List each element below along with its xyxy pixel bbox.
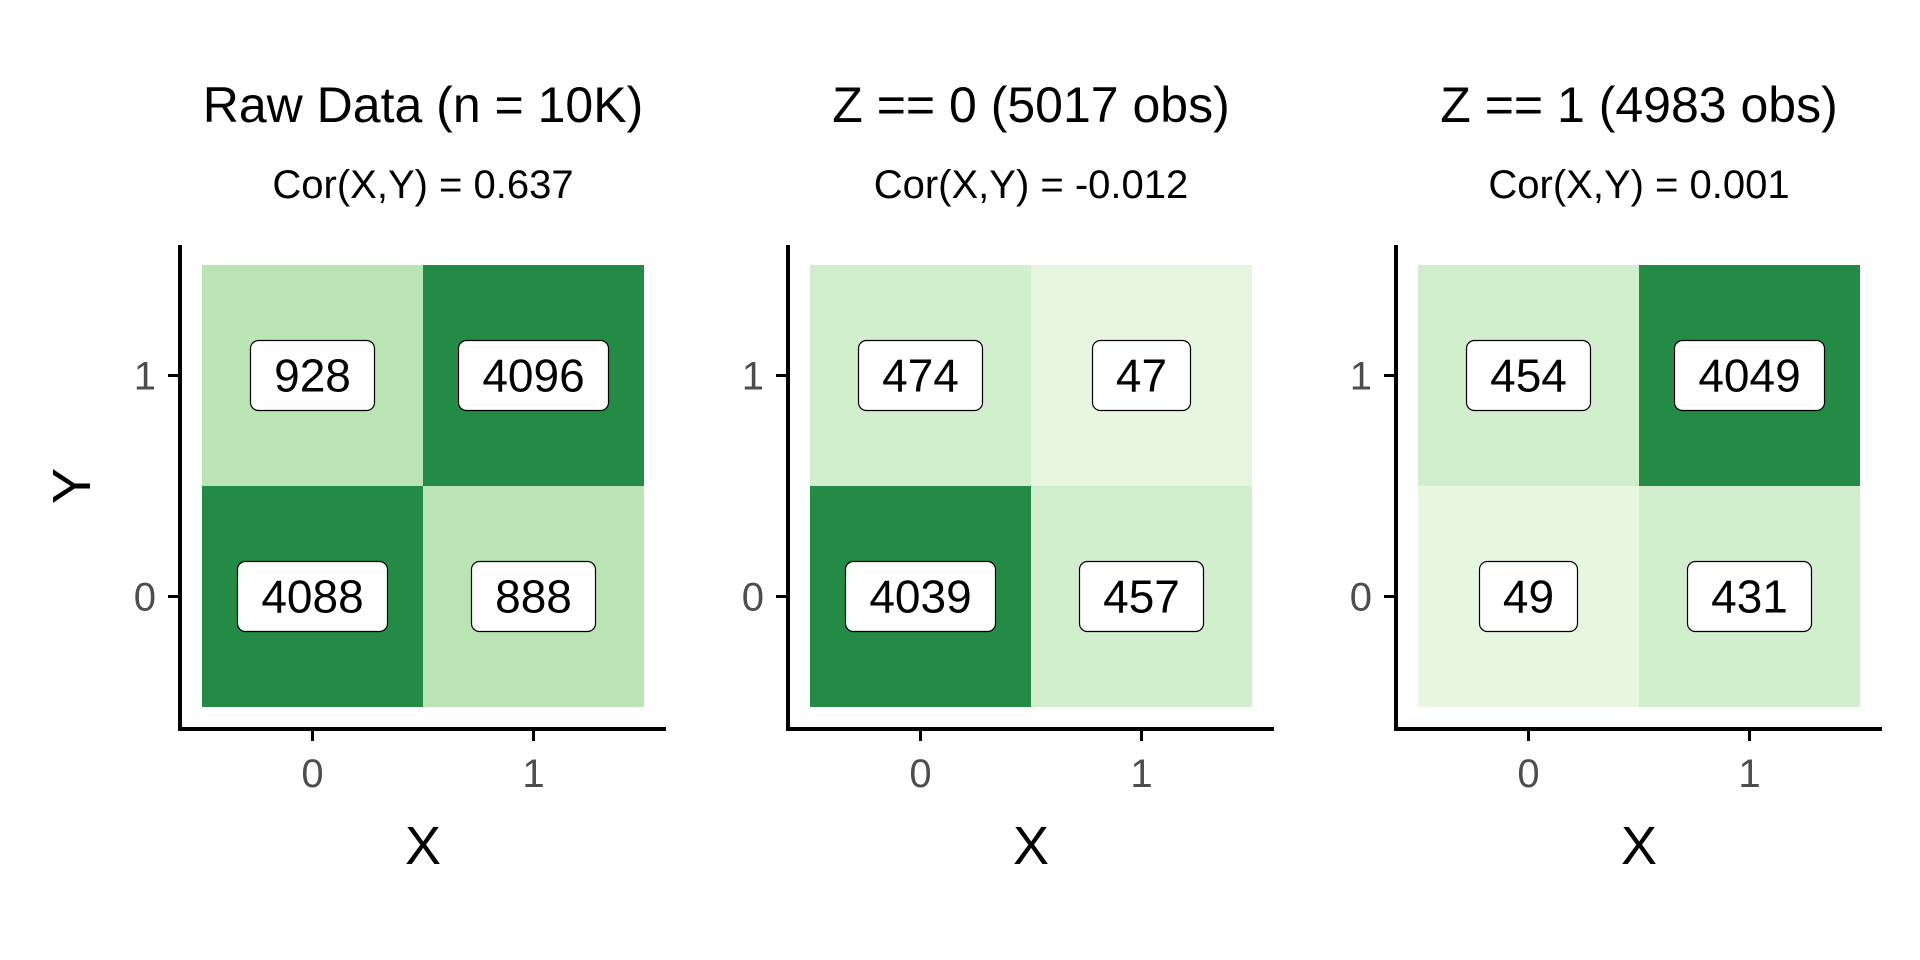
x-axis-title: X bbox=[405, 816, 441, 876]
panel-2: Z == 0 (5017 obs) Cor(X,Y) = -0.012 474 47 4… bbox=[742, 77, 1274, 876]
cell-value-label: 928 bbox=[274, 350, 351, 402]
cell-value-label: 431 bbox=[1711, 571, 1788, 623]
x-axis-title: X bbox=[1621, 816, 1657, 876]
x-tick-label: 0 bbox=[1517, 752, 1539, 796]
x-tick-label: 0 bbox=[909, 752, 931, 796]
y-tick-label: 1 bbox=[742, 355, 764, 399]
cell-label-box bbox=[1686, 560, 1813, 633]
x-tick-label: 0 bbox=[301, 752, 323, 796]
cell-label-box bbox=[457, 339, 610, 412]
x-tick-label: 1 bbox=[1738, 752, 1760, 796]
cell-label-box bbox=[1091, 339, 1192, 412]
panel-subtitle: Cor(X,Y) = 0.001 bbox=[1488, 163, 1789, 207]
cell-value-label: 4039 bbox=[869, 571, 971, 623]
cell-label-box bbox=[857, 339, 984, 412]
cell-label-box bbox=[249, 339, 376, 412]
cell-value-label: 474 bbox=[882, 350, 959, 402]
cell-label-box bbox=[1673, 339, 1826, 412]
x-axis-title: X bbox=[1013, 816, 1049, 876]
y-tick-label: 1 bbox=[134, 355, 156, 399]
panel-title: Z == 1 (4983 obs) bbox=[1440, 77, 1837, 133]
cell-label-box bbox=[236, 560, 389, 633]
cell-value-label: 4049 bbox=[1698, 350, 1800, 402]
cell-label-box bbox=[1078, 560, 1205, 633]
cell-label-box bbox=[844, 560, 997, 633]
y-axis-title: Y bbox=[42, 468, 102, 504]
cell-value-label: 49 bbox=[1503, 571, 1554, 623]
y-tick-label: 0 bbox=[1350, 576, 1372, 620]
cell-value-label: 454 bbox=[1490, 350, 1567, 402]
cell-label-box bbox=[1478, 560, 1579, 633]
panel-subtitle: Cor(X,Y) = -0.012 bbox=[874, 163, 1189, 207]
y-tick-label: 1 bbox=[1350, 355, 1372, 399]
panel-subtitle: Cor(X,Y) = 0.637 bbox=[272, 163, 573, 207]
cell-label-box bbox=[1465, 339, 1592, 412]
panel-title: Raw Data (n = 10K) bbox=[203, 77, 643, 133]
x-tick-label: 1 bbox=[522, 752, 544, 796]
cell-value-label: 4096 bbox=[482, 350, 584, 402]
panel-3: Z == 1 (4983 obs) Cor(X,Y) = 0.001 454 4049… bbox=[1350, 77, 1882, 876]
y-tick-label: 0 bbox=[742, 576, 764, 620]
cell-value-label: 457 bbox=[1103, 571, 1180, 623]
cell-label-box bbox=[470, 560, 597, 633]
x-tick-label: 1 bbox=[1130, 752, 1152, 796]
cell-value-label: 47 bbox=[1116, 350, 1167, 402]
panel-title: Z == 0 (5017 obs) bbox=[832, 77, 1229, 133]
panel-1: Raw Data (n = 10K) Cor(X,Y) = 0.637 928 409… bbox=[42, 77, 666, 876]
cell-value-label: 888 bbox=[495, 571, 572, 623]
cell-value-label: 4088 bbox=[261, 571, 363, 623]
y-tick-label: 0 bbox=[134, 576, 156, 620]
